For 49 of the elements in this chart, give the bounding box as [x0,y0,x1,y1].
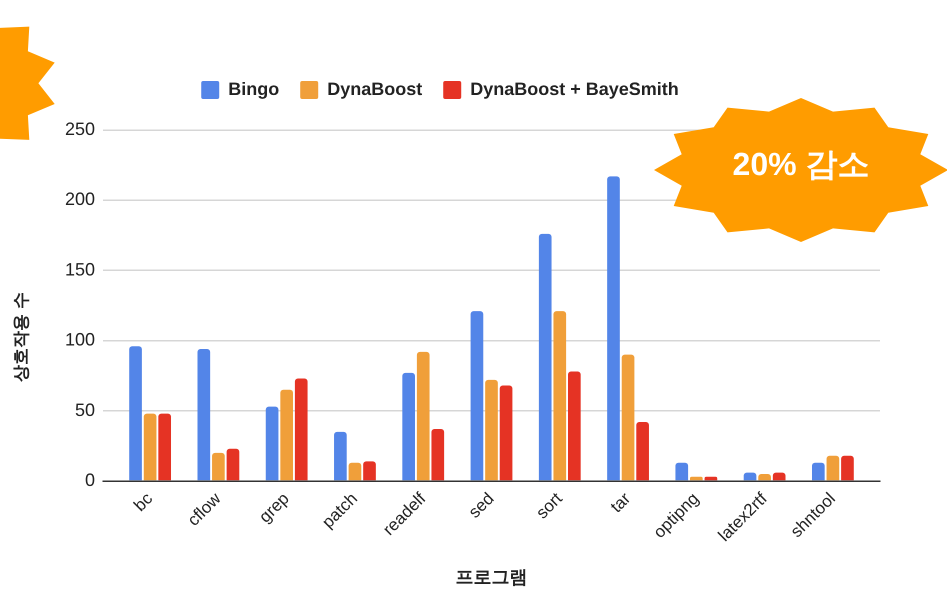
legend-label: DynaBoost + BayeSmith [470,78,679,99]
y-tick-label: 50 [74,400,95,420]
bar [129,346,142,480]
bar [197,349,210,480]
x-tick-label: tar [606,488,634,516]
bar [568,371,581,480]
bar [470,311,484,480]
bar [690,476,703,480]
bar [266,406,278,480]
legend-label: DynaBoost [327,78,422,99]
bar [431,429,444,480]
bar [607,176,620,480]
annotation: 20% 감소 [732,146,870,182]
bar [334,432,347,480]
y-tick-label: 0 [84,470,95,490]
bar [416,352,430,480]
bar [500,386,512,480]
x-tick-label: bc [130,488,157,516]
bar [622,354,634,480]
bar [144,414,156,480]
bar [226,448,240,480]
bar [280,390,294,480]
legend-label: Bingo [228,78,280,99]
bar [841,456,854,480]
bar [538,234,552,480]
bar [636,422,649,480]
bar [158,414,172,480]
bar [744,472,756,480]
bar [758,474,771,480]
y-tick-label: 250 [64,118,95,139]
x-tick-label: sed [464,488,498,522]
y-tick-label: 200 [64,189,95,210]
x-axis-title: 프로그램 [456,567,528,588]
x-tick-label: sort [532,488,566,522]
bar [212,452,225,480]
bar [294,378,308,480]
bar [812,462,825,480]
bar [772,472,786,480]
bar [704,476,718,480]
y-axis-title: 상호작용 수 [12,292,31,382]
bar [553,311,566,480]
bar [363,461,376,480]
bar [826,456,840,480]
bar [402,372,415,480]
bar [348,462,362,480]
bar [675,462,688,480]
y-tick-label: 100 [64,330,95,350]
bar [485,380,498,480]
y-tick-label: 150 [64,259,95,280]
